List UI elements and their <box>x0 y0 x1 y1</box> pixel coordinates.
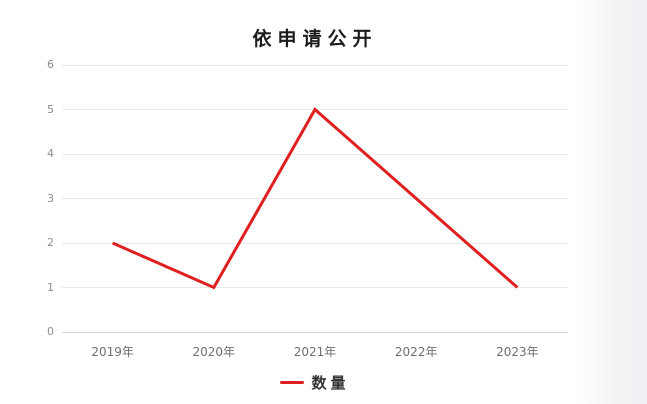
y-tick-label: 3 <box>47 191 54 205</box>
x-tick-label: 2023年 <box>496 345 539 359</box>
chart-title: 依申请公开 <box>252 28 378 50</box>
y-tick-label: 2 <box>47 236 54 249</box>
gridline <box>62 198 568 199</box>
legend-item[interactable]: 数量 <box>280 372 349 393</box>
legend-label: 数量 <box>311 374 350 392</box>
y-tick-label: 4 <box>47 147 54 160</box>
gridline <box>62 153 568 155</box>
gridline <box>62 242 568 244</box>
gridline <box>62 287 568 288</box>
y-tick-label: 6 <box>47 58 54 71</box>
x-tick-label: 2021年 <box>293 345 337 359</box>
x-tick-label: 2022年 <box>394 345 438 359</box>
legend: 数量 <box>62 372 568 393</box>
series-line <box>111 107 519 290</box>
legend-line-swatch <box>280 381 305 384</box>
x-tick-label: 2019年 <box>91 345 134 359</box>
x-tick-label: 2020年 <box>192 345 236 359</box>
y-tick-label: 1 <box>47 280 54 294</box>
x-axis-line <box>62 331 568 333</box>
y-tick-label: 5 <box>47 102 54 116</box>
y-tick-label: 0 <box>47 325 54 338</box>
gridline <box>62 64 568 66</box>
